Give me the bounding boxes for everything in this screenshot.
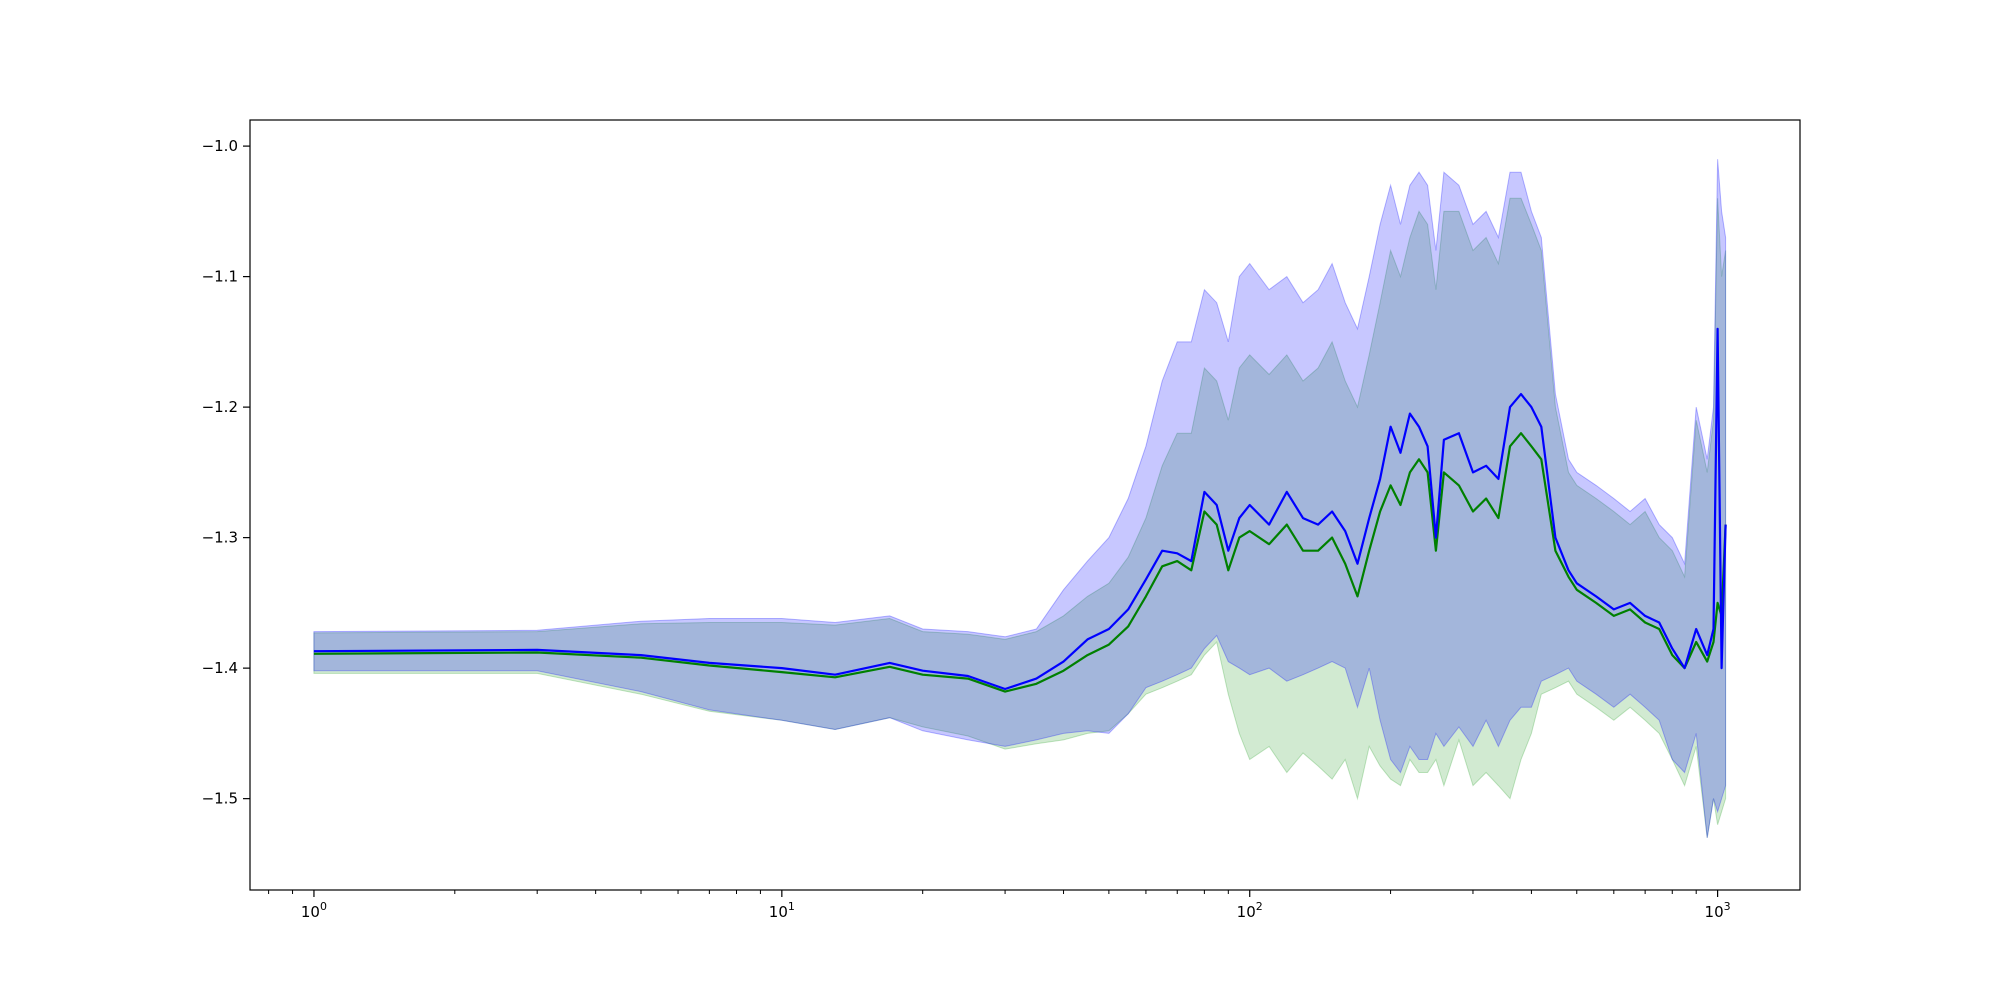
- x-tick-label: 102: [1237, 900, 1263, 921]
- series-0-line: [313, 432, 1727, 693]
- series-1-line: [313, 327, 1727, 691]
- series-0-band: [313, 197, 1727, 838]
- x-tick-label: 103: [1705, 900, 1731, 921]
- y-tick-label: −1.5: [202, 790, 238, 808]
- y-tick-label: −1.3: [202, 529, 238, 547]
- confidence-bands: [313, 159, 1727, 838]
- series-lines: [313, 327, 1727, 693]
- y-tick-label: −1.1: [202, 268, 238, 286]
- y-tick-label: −1.2: [202, 398, 238, 416]
- x-tick-label: 100: [301, 900, 327, 921]
- y-tick-label: −1.4: [202, 659, 238, 677]
- series-1-band: [313, 159, 1727, 838]
- x-axis: 100 101 102 103: [268, 890, 1731, 921]
- y-axis: −1.0 −1.1 −1.2 −1.3 −1.4 −1.5: [202, 137, 250, 808]
- x-tick-label: 101: [769, 900, 795, 921]
- y-tick-label: −1.0: [202, 137, 238, 155]
- plot-frame: [249, 119, 1801, 891]
